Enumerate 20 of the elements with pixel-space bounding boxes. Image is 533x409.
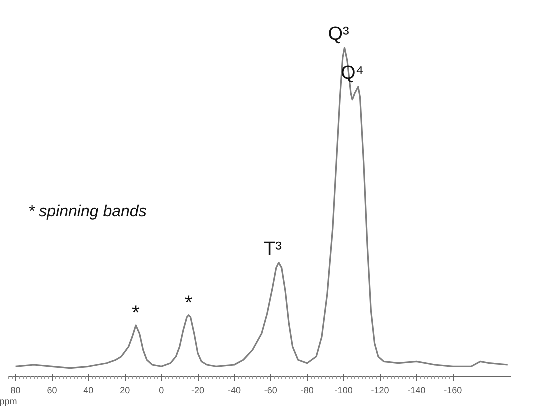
x-tick-label: -40 xyxy=(228,386,241,396)
x-tick-label: -20 xyxy=(192,386,205,396)
annotation: * xyxy=(185,292,194,314)
x-tick-label: 40 xyxy=(84,386,94,396)
x-tick-label: 0 xyxy=(159,386,164,396)
x-tick-label: -140 xyxy=(408,386,426,396)
annotation: T³ xyxy=(264,238,282,260)
x-tick-label: -120 xyxy=(371,386,390,396)
annotation: Q³ xyxy=(328,24,350,45)
x-axis-title: ppm xyxy=(0,396,18,406)
x-tick-label: 20 xyxy=(120,386,130,396)
x-tick-label: -60 xyxy=(264,386,278,396)
annotation: * spinning bands xyxy=(28,204,147,221)
annotation: Q⁴ xyxy=(340,63,364,84)
x-tick-label: 60 xyxy=(47,386,58,396)
x-tick-label: -160 xyxy=(444,386,462,396)
annotation: * xyxy=(132,302,140,325)
x-tick-label: -100 xyxy=(334,386,353,396)
x-tick-label: -80 xyxy=(300,386,314,396)
x-tick-label: 80 xyxy=(10,386,21,396)
